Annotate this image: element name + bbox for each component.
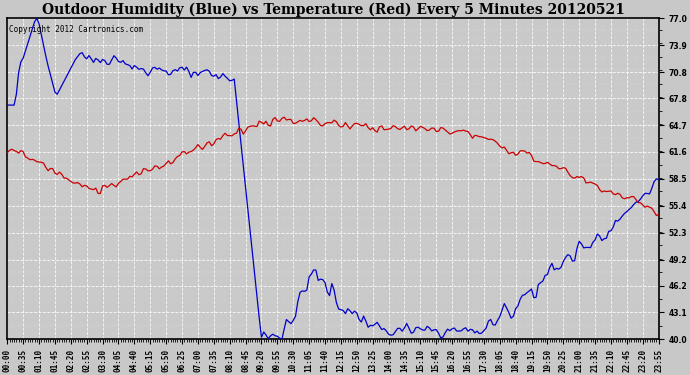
Title: Outdoor Humidity (Blue) vs Temperature (Red) Every 5 Minutes 20120521: Outdoor Humidity (Blue) vs Temperature (… (41, 3, 624, 17)
Text: Copyright 2012 Cartronics.com: Copyright 2012 Cartronics.com (8, 25, 143, 34)
